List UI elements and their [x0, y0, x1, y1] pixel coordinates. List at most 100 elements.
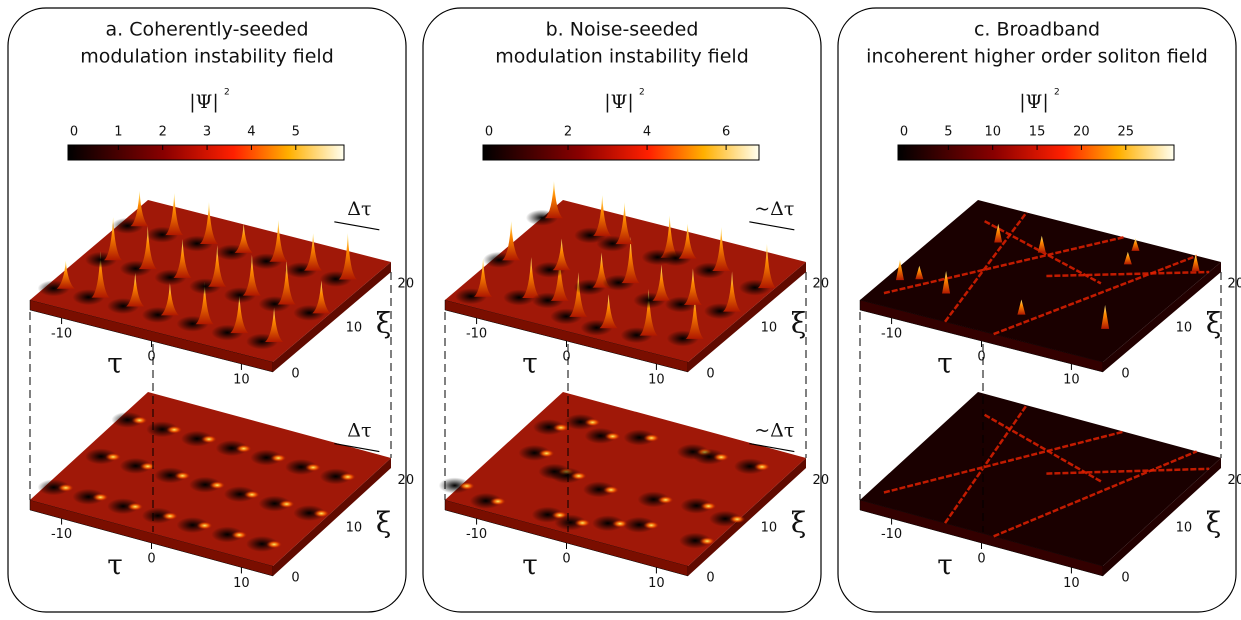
colorbar-label: |Ψ|: [189, 91, 218, 113]
tau-tick-label: -10: [881, 327, 902, 342]
peak: [304, 233, 323, 271]
tau-tick-label: 0: [977, 552, 985, 567]
tau-tick-label: 0: [147, 350, 155, 365]
peak: [994, 223, 1003, 243]
surface: [445, 392, 806, 566]
spacing-annotation: Δτ: [347, 420, 371, 442]
tau-tick-label: 10: [233, 372, 250, 387]
colorbar-tick-label: 5: [944, 125, 952, 140]
surface-side: [688, 458, 806, 576]
trough: [680, 497, 713, 514]
soliton-track: [993, 450, 1198, 538]
trough: [733, 458, 766, 475]
peak-dot: [305, 463, 322, 472]
peak-dot: [92, 493, 109, 502]
spacing-arrow: [749, 442, 795, 453]
peak: [234, 223, 253, 253]
xi-tick-label: 0: [1121, 367, 1129, 382]
peak: [56, 260, 75, 289]
tau-tick-label: 0: [977, 350, 985, 365]
trough: [693, 448, 726, 465]
peak: [277, 260, 296, 305]
spacing-annotation: Δτ: [347, 198, 371, 220]
trough: [119, 457, 152, 474]
surface: [860, 392, 1221, 566]
peak: [592, 252, 611, 288]
colorbar-tick-label: 1: [114, 125, 122, 140]
xi-tick-label: 0: [1121, 570, 1129, 585]
peak: [126, 272, 145, 307]
xi-tick-label: 10: [761, 521, 778, 536]
xi-tick-label: 10: [1176, 521, 1193, 536]
peak: [199, 202, 218, 245]
peak-dot: [313, 509, 330, 518]
spacing-arrow: [334, 221, 380, 231]
spacing-arrow: [749, 221, 795, 231]
colorbar-label: |Ψ|: [1019, 91, 1048, 113]
trough: [550, 467, 583, 484]
peak: [639, 288, 658, 336]
surface-side: [1103, 458, 1221, 576]
peak: [160, 283, 179, 316]
peak-dot: [643, 433, 660, 442]
trough: [531, 506, 564, 523]
peak: [712, 227, 731, 271]
peak: [621, 236, 640, 284]
trough: [623, 516, 656, 533]
soliton-track: [944, 211, 1028, 323]
xi-tick-label: 0: [706, 367, 714, 382]
xi-label: ξ: [791, 506, 806, 539]
peak: [915, 265, 924, 280]
tau-label: τ: [522, 346, 538, 379]
surface-texture: [37, 190, 357, 350]
colorbar-tick-label: 0: [70, 125, 78, 140]
peak-dot: [657, 495, 674, 504]
peak: [678, 223, 697, 259]
xi-tick-label: 10: [761, 321, 778, 336]
peak: [1037, 235, 1046, 253]
peak-dot: [161, 512, 178, 521]
panel-title: modulation instability field: [80, 46, 334, 68]
peak: [138, 225, 157, 270]
spacing-arrow: [334, 442, 380, 453]
peak: [1017, 299, 1026, 315]
trough: [85, 448, 118, 465]
surface: [860, 200, 1221, 362]
panel-title: c. Broadband: [974, 19, 1100, 41]
colorbar-exponent: 2: [224, 88, 230, 98]
colorbar-tick-label: 4: [643, 125, 651, 140]
peak: [615, 202, 634, 245]
peak: [474, 258, 493, 297]
peak-dot: [458, 482, 475, 491]
peak: [522, 257, 541, 298]
xi-tick-label: 20: [398, 277, 415, 292]
peak-dot: [166, 425, 183, 434]
peak: [599, 294, 618, 329]
trough: [176, 517, 209, 534]
surface-texture: [455, 181, 776, 347]
peak: [91, 251, 110, 298]
colorbar-tick-label: 25: [1118, 125, 1135, 140]
peak: [652, 264, 671, 301]
peak-dot: [105, 452, 122, 461]
colorbar-exponent: 2: [1054, 88, 1060, 98]
trough: [319, 468, 352, 485]
peak: [683, 268, 702, 305]
xi-tick-label: 20: [1228, 473, 1241, 488]
peak-dot: [729, 515, 746, 524]
soliton-track: [883, 430, 1125, 494]
surface-texture: [883, 211, 1210, 336]
peak: [312, 280, 331, 314]
peak-dot: [235, 444, 252, 453]
trough: [564, 413, 597, 430]
trough: [223, 486, 256, 503]
trough: [623, 429, 656, 446]
peak-dot: [339, 472, 356, 481]
trough: [258, 495, 291, 512]
peak: [685, 293, 704, 339]
trough: [591, 515, 624, 532]
colorbar-tick-label: 20: [1073, 125, 1090, 140]
xi-tick-label: 10: [1176, 321, 1193, 336]
tau-label: τ: [937, 548, 953, 581]
peak-dot: [699, 537, 716, 546]
